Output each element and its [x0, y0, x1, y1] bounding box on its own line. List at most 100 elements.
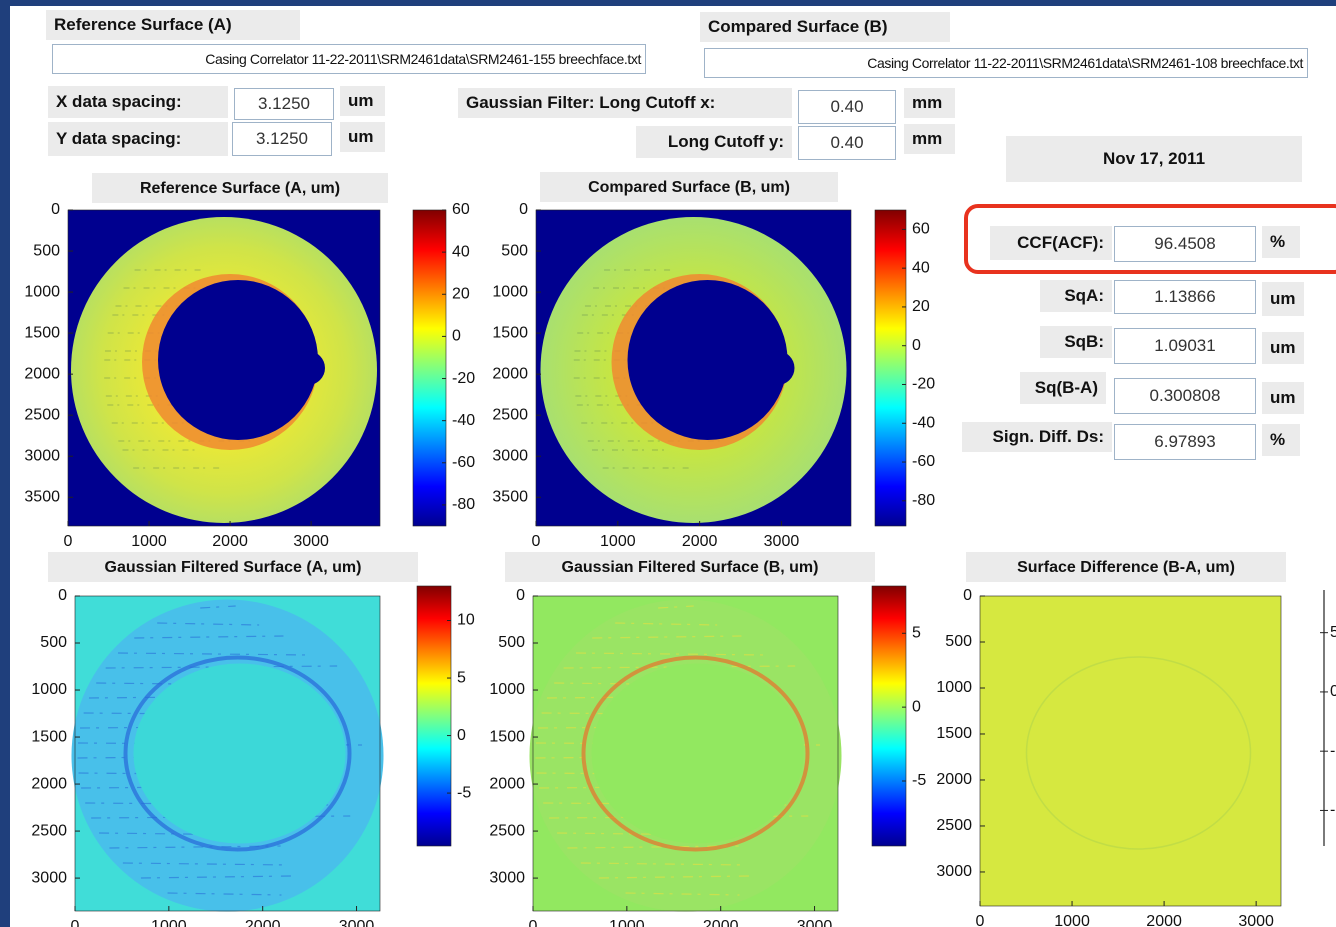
colorbar-tick-label: -40 — [912, 414, 935, 431]
plot-layer: Reference Surface (A, um)010002000300005… — [0, 0, 1336, 927]
colorbar-tick-label: -5 — [912, 772, 926, 789]
surface-hole — [592, 664, 804, 844]
x-tick-label: 3000 — [293, 533, 329, 550]
y-tick-label: 3000 — [492, 447, 528, 464]
surface-hole — [761, 351, 795, 385]
colorbar-tick-label: -20 — [912, 376, 935, 393]
colorbar-tick-label: 5 — [457, 669, 466, 686]
y-tick-label: 1500 — [24, 324, 60, 341]
y-tick-label: 1000 — [492, 283, 528, 300]
y-tick-label: 500 — [945, 633, 972, 650]
colorbar-tick-label: -20 — [452, 370, 475, 387]
colorbar-tick-label: 0 — [1330, 683, 1336, 700]
surface-image — [530, 596, 842, 912]
y-tick-label: 1500 — [492, 324, 528, 341]
colorbar-tick-label: 0 — [457, 727, 466, 744]
app-window: Reference Surface (A) Casing Correlator … — [0, 0, 1336, 927]
y-tick-label: 3000 — [31, 869, 67, 886]
y-tick-label: 2000 — [31, 775, 67, 792]
y-tick-label: 500 — [40, 634, 67, 651]
surface-hole — [134, 664, 346, 844]
colorbar-tick-label: -5 — [457, 784, 471, 801]
image-background — [980, 596, 1281, 906]
surface-image — [72, 596, 384, 912]
y-tick-label: 500 — [33, 242, 60, 259]
colorbar-tick-label: 20 — [452, 285, 470, 302]
y-tick-label: 2000 — [489, 775, 525, 792]
x-tick-label: 2000 — [212, 533, 248, 550]
y-tick-label: 2000 — [24, 365, 60, 382]
colorbar-tick-label: -80 — [912, 492, 935, 509]
surface-image — [68, 210, 380, 526]
y-tick-label: 0 — [58, 587, 67, 604]
plot-title: Reference Surface (A, um) — [140, 180, 340, 197]
colorbar — [872, 586, 906, 846]
x-tick-label: 1000 — [1054, 913, 1090, 927]
x-tick-label: 3000 — [339, 918, 375, 927]
y-tick-label: 3500 — [24, 488, 60, 505]
y-tick-label: 1500 — [31, 728, 67, 745]
surface-image — [536, 210, 851, 526]
y-tick-label: 1500 — [936, 725, 972, 742]
x-tick-label: 0 — [532, 533, 541, 550]
colorbar-tick-label: 10 — [457, 612, 475, 629]
colorbar — [875, 210, 906, 526]
x-tick-label: 2000 — [703, 918, 739, 927]
x-tick-label: 0 — [976, 913, 985, 927]
colorbar-ticks: 60 40 20 0 -20 -40 -60 -80 — [902, 221, 935, 509]
y-tick-label: 2500 — [489, 822, 525, 839]
colorbar-tick-label: 0 — [452, 328, 461, 345]
x-tick-label: 1000 — [609, 918, 645, 927]
surface-hole — [291, 351, 325, 385]
y-tick-label: 0 — [51, 201, 60, 218]
colorbar — [413, 210, 446, 526]
y-tick-label: 3000 — [24, 447, 60, 464]
colorbar-tick-label: 5 — [912, 624, 921, 641]
x-tick-label: 3000 — [764, 533, 800, 550]
y-tick-label: 500 — [498, 634, 525, 651]
colorbar-tick-label: 5 — [1330, 624, 1336, 641]
y-tick-label: 2500 — [492, 406, 528, 423]
x-tick-label: 2000 — [682, 533, 718, 550]
x-tick-label: 0 — [64, 533, 73, 550]
colorbar-tick-label: 60 — [912, 221, 930, 238]
y-tick-label: 500 — [501, 242, 528, 259]
colorbar-tick-label: 20 — [912, 298, 930, 315]
y-tick-label: 0 — [516, 587, 525, 604]
colorbar-tick-label: 60 — [452, 201, 470, 218]
colorbar-tick-label: 40 — [452, 243, 470, 260]
surface-image — [980, 596, 1281, 906]
x-tick-label: 2000 — [245, 918, 281, 927]
y-tick-label: 2000 — [936, 771, 972, 788]
y-tick-label: 1000 — [24, 283, 60, 300]
plot-title: Gaussian Filtered Surface (B, um) — [562, 559, 819, 576]
y-tick-label: 3500 — [492, 488, 528, 505]
colorbar-ticks: 50-5-10 — [1320, 624, 1336, 819]
plot-title: Compared Surface (B, um) — [588, 179, 790, 196]
x-tick-label: 1000 — [600, 533, 636, 550]
colorbar-tick-label: -80 — [452, 496, 475, 513]
colorbar-tick-label: -60 — [452, 454, 475, 471]
colorbar-tick-label: 0 — [912, 698, 921, 715]
y-tick-label: 2500 — [31, 822, 67, 839]
plot-title: Gaussian Filtered Surface (A, um) — [105, 559, 362, 576]
colorbar-tick-label: -5 — [1330, 742, 1336, 759]
colorbar-tick-label: 0 — [912, 337, 921, 354]
y-tick-label: 1500 — [489, 728, 525, 745]
x-tick-label: 3000 — [1238, 913, 1274, 927]
y-tick-label: 1000 — [31, 681, 67, 698]
y-tick-label: 1000 — [936, 679, 972, 696]
x-tick-label: 3000 — [797, 918, 833, 927]
y-tick-label: 0 — [963, 587, 972, 604]
colorbar — [417, 586, 451, 846]
y-tick-label: 3000 — [936, 863, 972, 880]
y-tick-label: 1000 — [489, 681, 525, 698]
highlight-box — [966, 206, 1336, 272]
x-tick-label: 1000 — [151, 918, 187, 927]
colorbar-tick-label: -60 — [912, 453, 935, 470]
y-tick-label: 0 — [519, 201, 528, 218]
colorbar-tick-label: 40 — [912, 259, 930, 276]
plot-title: Surface Difference (B-A, um) — [1017, 559, 1235, 576]
y-tick-label: 2000 — [492, 365, 528, 382]
